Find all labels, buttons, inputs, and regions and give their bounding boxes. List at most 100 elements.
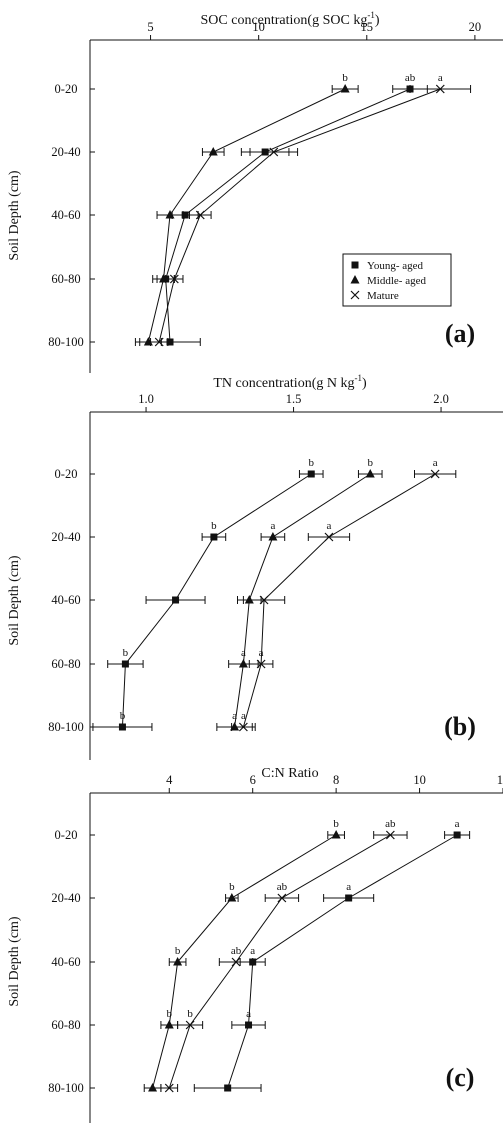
significance-label: b — [368, 457, 374, 469]
data-point — [256, 659, 266, 669]
significance-label: a — [433, 457, 438, 469]
data-point — [231, 957, 241, 967]
x-tick-label: 1.0 — [138, 392, 154, 406]
data-point — [185, 1020, 195, 1030]
significance-label: a — [346, 881, 351, 893]
data-point — [307, 470, 315, 478]
significance-label: b — [342, 72, 348, 84]
x-tick-label: 2.0 — [433, 392, 449, 406]
data-point — [154, 337, 164, 347]
x-axis-title-sup: -1 — [354, 373, 362, 383]
significance-label: ab — [277, 881, 288, 893]
x-tick-label: 1.5 — [286, 392, 302, 406]
legend-marker — [350, 290, 360, 300]
series-triangle — [216, 469, 383, 731]
data-point — [164, 1083, 174, 1093]
legend-entry: Middle- aged — [367, 275, 426, 287]
significance-label: ab — [231, 945, 242, 957]
series-x — [150, 84, 472, 347]
y-tick-label: 80-100 — [48, 335, 83, 349]
data-point — [268, 532, 278, 541]
x-tick-label: 8 — [333, 773, 339, 787]
series-triangle — [134, 84, 359, 346]
legend-entry: Young- aged — [367, 260, 424, 272]
legend: Young- aged Middle- aged Mature — [342, 253, 452, 307]
data-point — [224, 1084, 232, 1092]
x-tick-label: 10 — [252, 20, 265, 34]
data-point — [277, 893, 287, 903]
legend-marker — [351, 261, 359, 269]
y-tick-label: 60-80 — [51, 657, 80, 671]
y-tick-label: 20-40 — [51, 891, 80, 905]
data-point — [269, 147, 279, 157]
data-point — [345, 894, 353, 902]
y-tick-label: 60-80 — [51, 1018, 80, 1032]
x-tick-label: 4 — [166, 773, 173, 787]
data-point — [430, 469, 440, 479]
data-point — [172, 596, 180, 604]
y-tick-label: 40-60 — [51, 593, 80, 607]
y-tick-label: 0-20 — [55, 828, 78, 842]
data-point — [165, 210, 175, 219]
y-axis-title: Soil Depth (cm) — [7, 555, 22, 646]
x-tick-label: 5 — [147, 20, 153, 34]
data-point — [166, 338, 174, 346]
significance-label: b — [175, 945, 181, 957]
x-tick-label: 20 — [469, 20, 482, 34]
data-point — [143, 337, 153, 346]
series-line — [168, 834, 391, 1089]
x-axis-title-main: SOC concentration(g SOC kg — [201, 13, 368, 28]
data-point — [340, 84, 350, 93]
y-tick-label: 20-40 — [51, 145, 80, 159]
y-tick-label: 0-20 — [55, 467, 78, 481]
x-axis-title: SOC concentration(g SOC kg-1) — [201, 10, 380, 28]
x-tick-label: 12 — [497, 773, 503, 787]
y-tick-label: 40-60 — [51, 955, 80, 969]
y-axis-title: Soil Depth (cm) — [7, 916, 22, 1007]
panel-label: (b) — [444, 712, 476, 741]
significance-label: a — [438, 72, 443, 84]
data-point — [210, 533, 218, 541]
significance-label: b — [187, 1008, 193, 1020]
y-tick-label: 40-60 — [51, 208, 80, 222]
significance-label: b — [211, 520, 217, 532]
significance-label: ab — [385, 818, 396, 830]
data-point — [245, 1021, 253, 1029]
data-point — [195, 210, 205, 220]
legend-marker — [350, 275, 360, 284]
legend-entry: Mature — [367, 290, 399, 302]
data-point — [244, 595, 254, 604]
series-square — [92, 470, 324, 731]
data-point — [365, 469, 375, 478]
x-axis-title-sup: -1 — [367, 10, 375, 20]
data-point — [181, 211, 189, 219]
significance-label: a — [241, 647, 246, 659]
significance-label: b — [120, 710, 126, 722]
y-tick-label: 60-80 — [51, 272, 80, 286]
data-point — [173, 957, 183, 966]
y-tick-label: 0-20 — [55, 82, 78, 96]
data-point — [435, 84, 445, 94]
y-tick-label: 80-100 — [48, 720, 83, 734]
significance-label: a — [270, 520, 275, 532]
data-point — [331, 830, 341, 839]
y-tick-label: 20-40 — [51, 530, 80, 544]
legend-box — [342, 253, 452, 307]
significance-label: a — [250, 945, 255, 957]
chart-panel-b: 1.0 1.5 2.0 TN concentration(g N kg-1) Soil … — [7, 373, 503, 760]
data-point — [148, 1083, 158, 1092]
x-tick-label: 6 — [250, 773, 256, 787]
significance-label: b — [333, 818, 339, 830]
significance-label: b — [167, 1008, 173, 1020]
x-axis-title: TN concentration(g N kg-1) — [213, 373, 367, 391]
x-tick-label: 10 — [413, 773, 426, 787]
x-axis-title-main: TN concentration(g N kg — [213, 376, 354, 391]
data-point — [169, 274, 179, 284]
series-triangle — [143, 830, 345, 1092]
x-axis-title-main: C:N Ratio — [261, 766, 318, 781]
series-x — [160, 830, 408, 1093]
chart-panel-a: 5 10 15 20 SOC concentration(g SOC kg-1) Soil… — [7, 10, 503, 373]
chart-panel-c: 4 6 8 10 12 C:N Ratio Soil Depth (cm) 0-20 20-40… — [7, 766, 503, 1123]
significance-label: a — [259, 647, 264, 659]
